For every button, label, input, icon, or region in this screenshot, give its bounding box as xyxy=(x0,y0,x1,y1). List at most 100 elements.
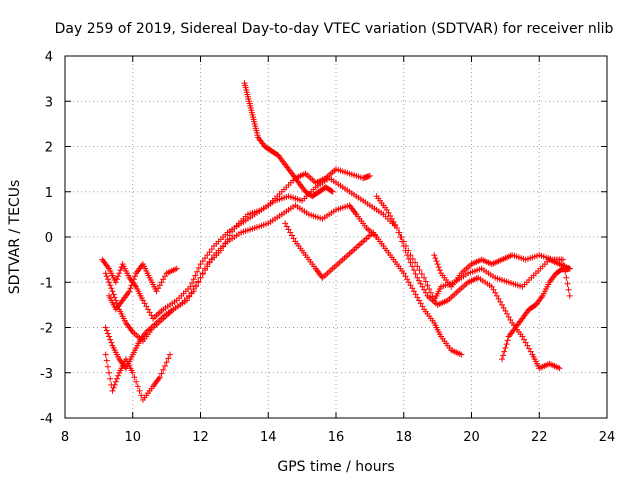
series-arc-f xyxy=(241,80,336,200)
data-point xyxy=(220,243,227,250)
y-tick-label: 4 xyxy=(45,50,53,65)
data-point xyxy=(208,246,215,253)
data-point xyxy=(563,274,570,281)
data-point xyxy=(329,188,336,195)
data-point xyxy=(422,278,429,285)
data-point xyxy=(500,304,507,311)
series-arc-a xyxy=(99,166,373,322)
data-point xyxy=(414,274,421,281)
data-point xyxy=(109,288,116,295)
data-point xyxy=(199,270,206,277)
data-point xyxy=(495,295,502,302)
data-point xyxy=(407,282,414,289)
data-point xyxy=(110,384,117,391)
data-point xyxy=(395,229,402,236)
data-point xyxy=(564,280,571,287)
data-point xyxy=(422,289,429,296)
x-tick-label: 16 xyxy=(328,430,345,445)
data-point xyxy=(136,387,143,394)
data-point xyxy=(419,303,426,310)
data-point xyxy=(111,294,118,301)
data-point xyxy=(392,221,399,228)
data-point xyxy=(138,392,145,399)
data-point xyxy=(526,345,533,352)
data-point xyxy=(102,270,109,277)
plot-frame xyxy=(64,55,608,419)
x-axis-label: GPS time / hours xyxy=(277,459,394,475)
data-point xyxy=(502,344,509,351)
data-point xyxy=(133,378,140,385)
data-point xyxy=(497,298,504,305)
data-point xyxy=(187,283,194,290)
data-point xyxy=(127,285,134,292)
data-point xyxy=(404,276,411,283)
data-point xyxy=(204,252,211,259)
data-point xyxy=(417,280,424,287)
data-point xyxy=(106,333,113,340)
data-point xyxy=(192,283,199,290)
data-point xyxy=(190,288,197,295)
data-point xyxy=(115,372,122,379)
data-point xyxy=(405,255,412,262)
data-point xyxy=(402,273,409,280)
data-point xyxy=(501,348,508,355)
data-point xyxy=(104,276,111,283)
data-point xyxy=(144,306,151,313)
data-point xyxy=(498,301,505,308)
data-point xyxy=(229,228,236,235)
data-point xyxy=(206,249,213,256)
data-point xyxy=(160,276,167,283)
data-point xyxy=(109,387,116,394)
data-point xyxy=(421,286,428,293)
data-point xyxy=(283,223,290,230)
data-point xyxy=(562,268,569,275)
data-point xyxy=(328,187,335,194)
y-tick-label: -3 xyxy=(40,367,53,382)
data-point xyxy=(224,236,231,243)
data-point xyxy=(143,303,150,310)
data-point xyxy=(115,273,122,280)
data-point xyxy=(566,292,573,299)
data-point xyxy=(566,265,573,272)
data-point xyxy=(129,279,136,286)
data-point xyxy=(141,300,148,307)
x-tick-label: 22 xyxy=(531,430,548,445)
data-point xyxy=(393,224,400,231)
series-arc-i xyxy=(498,265,573,363)
data-point xyxy=(189,280,196,287)
data-point xyxy=(112,378,119,385)
data-point xyxy=(404,252,411,259)
data-point xyxy=(104,363,111,370)
x-tick-label: 10 xyxy=(124,430,141,445)
data-point xyxy=(458,351,465,358)
data-point xyxy=(195,264,202,271)
data-point xyxy=(366,172,373,179)
data-point xyxy=(502,307,509,314)
x-tick-label: 24 xyxy=(599,430,616,445)
data-point xyxy=(202,265,209,272)
x-tick-label: 8 xyxy=(61,430,69,445)
y-tick-label: -4 xyxy=(40,412,53,427)
data-points xyxy=(99,80,573,403)
series-arc-e xyxy=(106,261,180,313)
data-point xyxy=(522,339,529,346)
grid xyxy=(65,56,607,418)
data-point xyxy=(202,255,209,262)
data-point xyxy=(108,285,115,292)
data-point xyxy=(417,300,424,307)
data-point xyxy=(419,283,426,290)
data-point xyxy=(424,282,431,289)
data-point xyxy=(519,333,526,340)
y-tick-label: 1 xyxy=(45,186,53,201)
data-point xyxy=(521,336,528,343)
data-point xyxy=(407,259,414,266)
data-point xyxy=(415,297,422,304)
data-point xyxy=(410,288,417,295)
data-point xyxy=(226,232,233,239)
data-point xyxy=(156,374,163,381)
data-point xyxy=(106,279,113,286)
data-point xyxy=(117,267,124,274)
data-point xyxy=(134,383,141,390)
data-point xyxy=(500,352,507,359)
